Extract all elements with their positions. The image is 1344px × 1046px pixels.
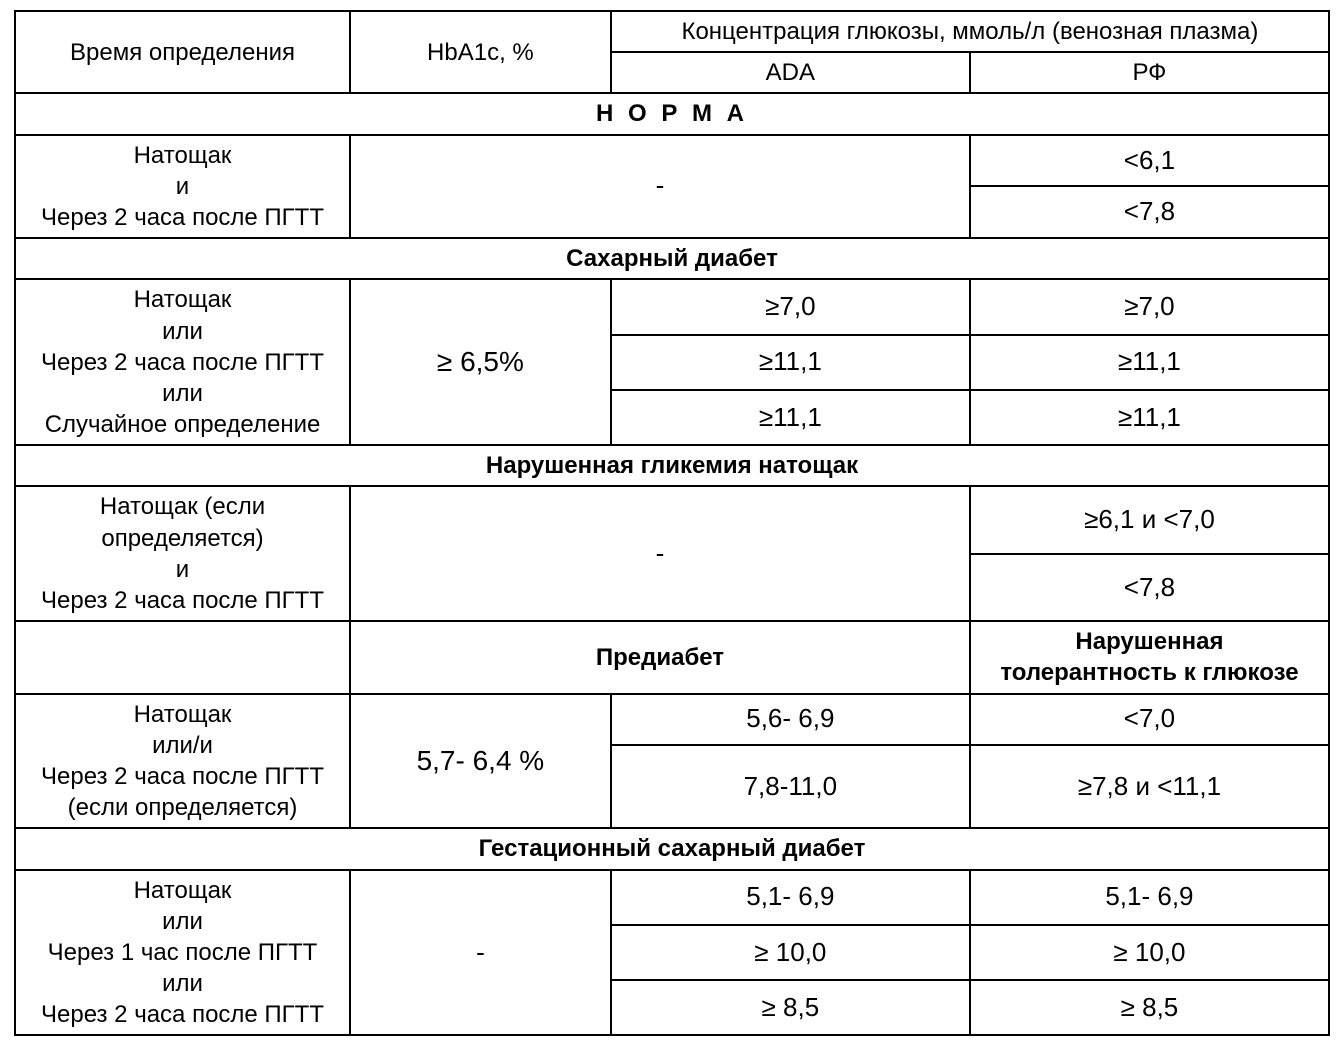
- ifg-time-line4: Через 2 часа после ПГТТ: [41, 587, 324, 614]
- section-prediab-subheader-row: Предиабет Нарушенная толерантность к глю…: [15, 621, 1329, 693]
- section-gdm-title: Гестационный сахарный диабет: [15, 828, 1329, 869]
- diabetes-ada-3: ≥11,1: [611, 390, 970, 445]
- prediab-hba1c: 5,7- 6,4 %: [350, 694, 611, 829]
- gdm-rf-2: ≥ 10,0: [970, 925, 1329, 980]
- diabetes-time-line4: или: [162, 380, 203, 407]
- diabetes-rf-3: ≥11,1: [970, 390, 1329, 445]
- header-glucose: Концентрация глюкозы, ммоль/л (венозная …: [611, 11, 1329, 52]
- norm-hba1c-ada: -: [350, 135, 970, 239]
- diabetes-rf-1: ≥7,0: [970, 279, 1329, 334]
- table-header-row-1: Время определения HbA1c, % Концентрация …: [15, 11, 1329, 52]
- section-prediab-row-1: Натощак или/и Через 2 часа после ПГТТ (е…: [15, 694, 1329, 745]
- section-ifg-title: Нарушенная гликемия натощак: [15, 445, 1329, 486]
- ifg-time-line2: определяется): [101, 525, 263, 552]
- norm-time-line3: Через 2 часа после ПГТТ: [41, 204, 324, 231]
- header-time: Время определения: [15, 11, 350, 93]
- diabetes-time-line1: Натощак: [134, 286, 232, 313]
- ifg-rf-2: <7,8: [970, 554, 1329, 621]
- gdm-time-line5: Через 2 часа после ПГТТ: [41, 1001, 324, 1028]
- gdm-time-line1: Натощак: [134, 877, 232, 904]
- norm-rf-2: <7,8: [970, 186, 1329, 238]
- header-ada: ADA: [611, 52, 970, 93]
- header-hba1c: HbA1c, %: [350, 11, 611, 93]
- ifg-hba1c-ada: -: [350, 486, 970, 621]
- prediab-time: Натощак или/и Через 2 часа после ПГТТ (е…: [15, 694, 350, 829]
- section-norm-title-row: Н О Р М А: [15, 93, 1329, 134]
- norm-time-line2: и: [176, 173, 189, 200]
- section-ifg-row-1: Натощак (если определяется) и Через 2 ча…: [15, 486, 1329, 553]
- prediab-ada-1: 5,6- 6,9: [611, 694, 970, 745]
- section-gdm-title-row: Гестационный сахарный диабет: [15, 828, 1329, 869]
- diabetes-time-line5: Случайное определение: [45, 411, 321, 438]
- header-rf: РФ: [970, 52, 1329, 93]
- ifg-time-line1: Натощак (если: [100, 493, 265, 520]
- norm-time-line1: Натощак: [134, 142, 232, 169]
- gdm-rf-1: 5,1- 6,9: [970, 870, 1329, 925]
- section-diabetes-row-1: Натощак или Через 2 часа после ПГТТ или …: [15, 279, 1329, 334]
- prediab-rf-1: <7,0: [970, 694, 1329, 745]
- gdm-ada-2: ≥ 10,0: [611, 925, 970, 980]
- gdm-time: Натощак или Через 1 час после ПГТТ или Ч…: [15, 870, 350, 1036]
- prediab-time-line4: (если определяется): [68, 794, 298, 821]
- diabetes-rf-2: ≥11,1: [970, 335, 1329, 390]
- prediab-time-line2: или/и: [152, 732, 213, 759]
- prediab-blank-cell: [15, 621, 350, 693]
- prediab-time-line1: Натощак: [134, 701, 232, 728]
- gdm-time-line2: или: [162, 908, 203, 935]
- prediab-ada-2: 7,8-11,0: [611, 745, 970, 829]
- section-diabetes-title: Сахарный диабет: [15, 238, 1329, 279]
- igt-title-line2: толерантность к глюкозе: [1000, 659, 1298, 686]
- section-norm-title: Н О Р М А: [15, 93, 1329, 134]
- prediab-time-line3: Через 2 часа после ПГТТ: [41, 763, 324, 790]
- igt-title: Нарушенная толерантность к глюкозе: [970, 621, 1329, 693]
- section-ifg-title-row: Нарушенная гликемия натощак: [15, 445, 1329, 486]
- igt-title-line1: Нарушенная: [1075, 628, 1223, 655]
- diabetes-time: Натощак или Через 2 часа после ПГТТ или …: [15, 279, 350, 445]
- ifg-rf-1: ≥6,1 и <7,0: [970, 486, 1329, 553]
- diagnostic-criteria-table: Время определения HbA1c, % Концентрация …: [14, 10, 1330, 1036]
- diabetes-time-line3: Через 2 часа после ПГТТ: [41, 349, 324, 376]
- diabetes-ada-1: ≥7,0: [611, 279, 970, 334]
- diabetes-time-line2: или: [162, 318, 203, 345]
- section-gdm-row-1: Натощак или Через 1 час после ПГТТ или Ч…: [15, 870, 1329, 925]
- prediab-title: Предиабет: [350, 621, 970, 693]
- norm-time: Натощак и Через 2 часа после ПГТТ: [15, 135, 350, 239]
- diabetes-hba1c: ≥ 6,5%: [350, 279, 611, 445]
- gdm-time-line3: Через 1 час после ПГТТ: [48, 939, 318, 966]
- gdm-ada-1: 5,1- 6,9: [611, 870, 970, 925]
- diabetes-ada-2: ≥11,1: [611, 335, 970, 390]
- ifg-time: Натощак (если определяется) и Через 2 ча…: [15, 486, 350, 621]
- norm-rf-1: <6,1: [970, 135, 1329, 187]
- prediab-rf-2: ≥7,8 и <11,1: [970, 745, 1329, 829]
- gdm-time-line4: или: [162, 970, 203, 997]
- section-norm-row-1: Натощак и Через 2 часа после ПГТТ - <6,1: [15, 135, 1329, 187]
- section-diabetes-title-row: Сахарный диабет: [15, 238, 1329, 279]
- gdm-hba1c: -: [350, 870, 611, 1036]
- ifg-time-line3: и: [176, 556, 189, 583]
